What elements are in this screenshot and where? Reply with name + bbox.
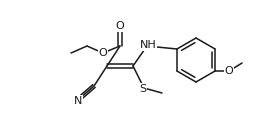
Text: N: N bbox=[74, 96, 82, 106]
Text: O: O bbox=[116, 21, 124, 31]
Text: NH: NH bbox=[140, 40, 156, 50]
Text: O: O bbox=[225, 66, 233, 76]
Text: O: O bbox=[99, 48, 107, 58]
Text: S: S bbox=[139, 84, 147, 94]
